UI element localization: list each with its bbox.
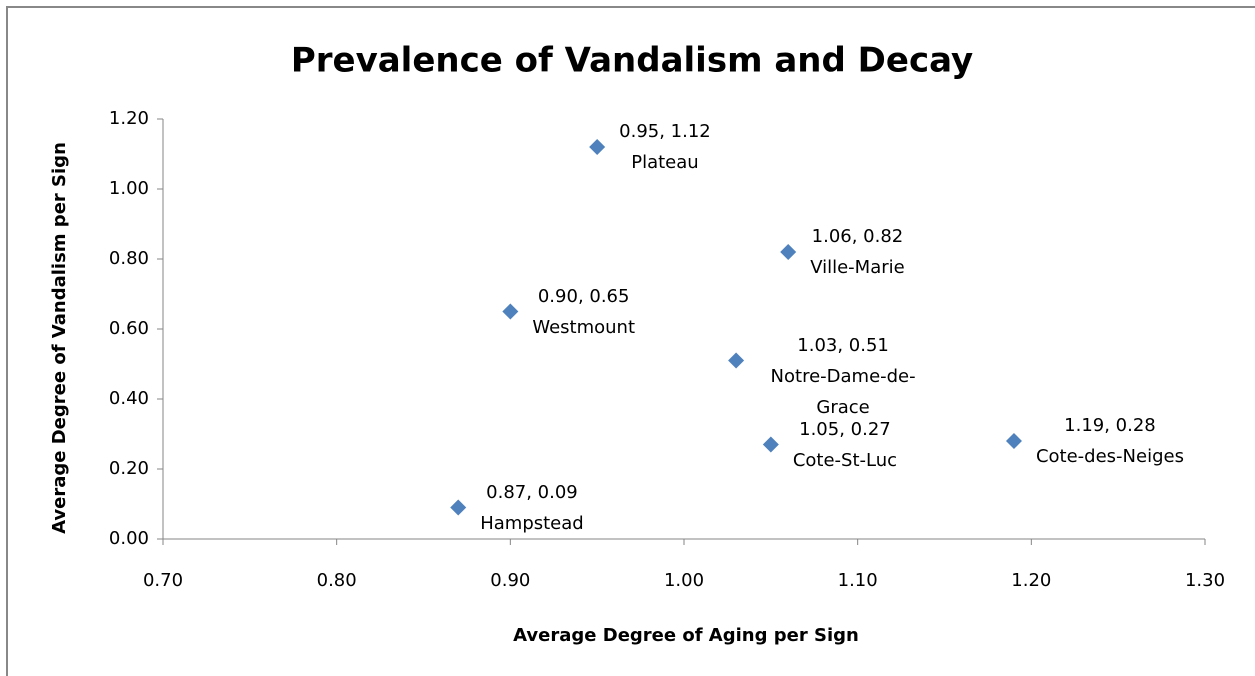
point-name: Hampstead — [480, 512, 584, 534]
x-tick-label: 1.30 — [1185, 570, 1225, 591]
chart-border — [6, 6, 1255, 676]
x-tick-label: 0.90 — [490, 570, 530, 591]
y-tick-label: 0.60 — [109, 318, 149, 339]
point — [502, 303, 519, 320]
value-label: 1.05, 0.27 — [799, 418, 891, 440]
y-axis-title: Average Degree of Vandalism per Sign — [49, 142, 70, 534]
point-label: 0.95, 1.12 Plateau — [619, 116, 711, 178]
point-name: Ville-Marie — [810, 257, 905, 278]
x-tick-label: 0.80 — [317, 570, 357, 591]
y-tick-label: 1.20 — [109, 108, 149, 129]
point-label: 0.87, 0.09 Hampstead — [480, 477, 584, 539]
point-name: Westmount — [532, 316, 636, 338]
point-label: 1.06, 0.82 Ville-Marie — [810, 221, 905, 283]
point-label: 1.05, 0.27 Cote-St-Luc — [793, 414, 897, 476]
point — [728, 352, 745, 369]
chart-title: Prevalence of Vandalism and Decay — [291, 41, 973, 81]
value-label: 0.87, 0.09 — [486, 481, 578, 503]
y-tick-label: 0.80 — [109, 248, 149, 269]
y-tick-label: 0.00 — [109, 528, 149, 549]
point — [589, 139, 606, 155]
point-name: Notre-Dame-de-Grace — [770, 365, 916, 418]
y-tick-label: 0.40 — [109, 388, 149, 409]
point-label: 1.03, 0.51 Notre-Dame-de-Grace — [758, 330, 928, 423]
point-label: 1.19, 0.28 Cote-des-Neiges — [1036, 410, 1184, 472]
point — [450, 499, 467, 516]
point-name: Plateau — [631, 152, 699, 173]
value-label: 1.03, 0.51 — [797, 334, 889, 356]
point-name: Cote-St-Luc — [792, 449, 898, 471]
value-label: 1.19, 0.28 — [1064, 415, 1156, 436]
point — [1005, 433, 1022, 449]
point-label: 0.90, 0.65 Westmount — [532, 281, 635, 343]
value-label: 1.06, 0.82 — [811, 226, 904, 247]
value-label: 0.95, 1.12 — [619, 121, 711, 142]
value-label: 0.90, 0.65 — [537, 285, 630, 307]
x-tick-label: 1.00 — [664, 570, 704, 591]
x-tick-label: 1.10 — [838, 570, 878, 591]
point — [762, 436, 779, 453]
point — [780, 244, 797, 260]
x-tick-label: 1.20 — [1011, 570, 1051, 591]
y-tick-label: 0.20 — [109, 458, 149, 479]
x-tick-label: 0.70 — [143, 570, 183, 591]
y-tick-label: 1.00 — [109, 178, 149, 199]
point-name: Cote-des-Neiges — [1035, 446, 1184, 467]
x-axis-title: Average Degree of Aging per Sign — [513, 625, 859, 646]
